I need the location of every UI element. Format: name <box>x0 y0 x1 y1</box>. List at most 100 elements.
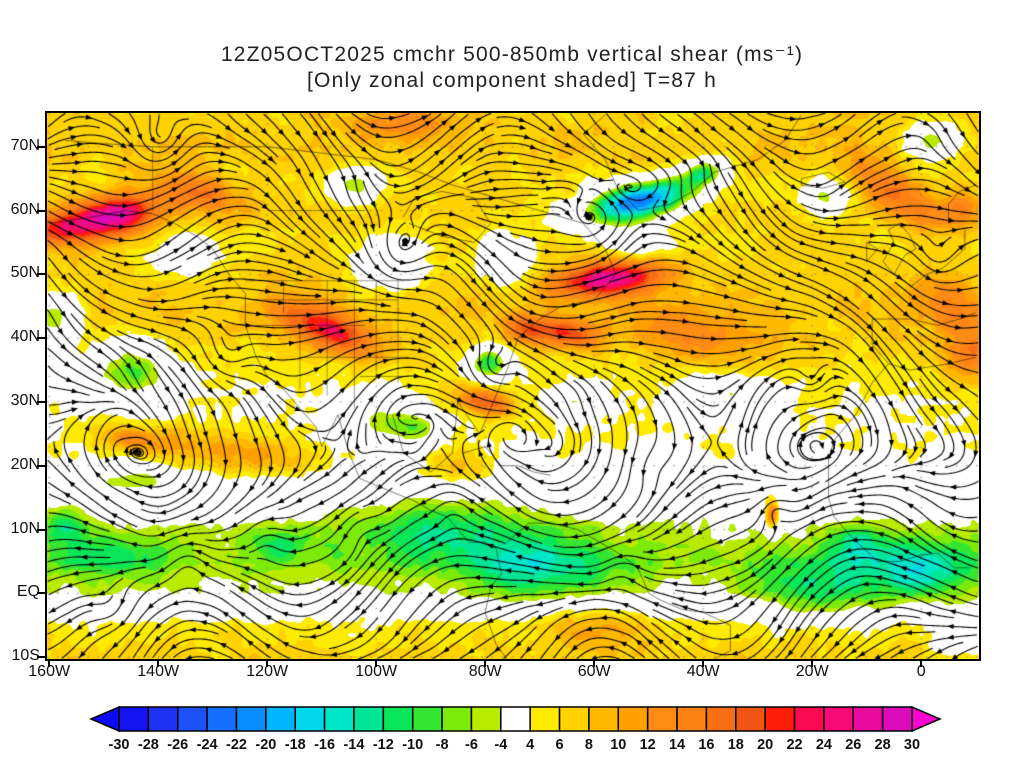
colorbar-segment <box>500 706 531 732</box>
y-axis-tick <box>37 209 45 212</box>
colorbar-segment <box>353 706 385 732</box>
colorbar-label: -30 <box>109 737 130 753</box>
y-axis-tick <box>37 592 45 595</box>
colorbar-segment <box>881 706 913 732</box>
colorbar-label: 8 <box>585 737 593 753</box>
colorbar-segment <box>470 706 502 732</box>
x-axis-label-100W: 100W <box>355 663 398 680</box>
colorbar-segment <box>382 706 414 732</box>
colorbar-label: -12 <box>373 737 394 753</box>
colorbar-label: 4 <box>526 737 534 753</box>
colorbar-label: -24 <box>197 737 218 753</box>
y-axis-tick <box>37 337 45 340</box>
y-axis-label-20N: 20N <box>10 455 40 473</box>
colorbar-label: 24 <box>816 737 832 753</box>
colorbar-label: -10 <box>402 737 423 753</box>
x-axis-tick <box>375 659 378 667</box>
colorbar-segment <box>823 706 855 732</box>
y-axis-tick <box>37 273 45 276</box>
colorbar-label: 22 <box>786 737 802 753</box>
y-axis-tick <box>37 528 45 531</box>
colorbar-segment <box>793 706 825 732</box>
y-axis-tick <box>37 656 45 659</box>
colorbar-label: 28 <box>875 737 891 753</box>
y-axis-label-50N: 50N <box>10 264 40 282</box>
colorbar-label: 26 <box>845 737 861 753</box>
colorbar-segment <box>118 706 150 732</box>
colorbar-label: 10 <box>610 737 626 753</box>
y-axis-label-30N: 30N <box>10 391 40 409</box>
colorbar-label: -22 <box>226 737 247 753</box>
x-axis-label-40W: 40W <box>686 663 720 680</box>
colorbar-segment <box>529 706 561 732</box>
x-axis-label-120W: 120W <box>246 663 289 680</box>
x-axis-label-160W: 160W <box>28 663 71 680</box>
x-axis-tick <box>157 659 160 667</box>
colorbar-segment <box>411 706 443 732</box>
map-frame <box>45 111 981 661</box>
colorbar-label: 6 <box>556 737 564 753</box>
colorbar-segment <box>294 706 326 732</box>
colorbar-label: 18 <box>728 737 744 753</box>
colorbar-label: -16 <box>314 737 335 753</box>
x-axis-label-60W: 60W <box>577 663 611 680</box>
x-axis-tick <box>811 659 814 667</box>
colorbar-segment <box>441 706 473 732</box>
colorbar-under-arrow <box>89 705 120 733</box>
x-axis-tick <box>593 659 596 667</box>
colorbar-segment <box>323 706 355 732</box>
colorbar-segment <box>617 706 649 732</box>
colorbar-label: -8 <box>436 737 449 753</box>
colorbar-label: -28 <box>138 737 159 753</box>
y-axis-label-10S: 10S <box>11 647 40 665</box>
y-axis-tick <box>37 145 45 148</box>
x-axis-tick <box>266 659 269 667</box>
y-axis-label-70N: 70N <box>10 136 40 154</box>
x-axis-label-80W: 80W <box>468 663 502 680</box>
colorbar-label: 30 <box>904 737 920 753</box>
colorbar-label: 16 <box>698 737 714 753</box>
colorbar-label: -26 <box>167 737 188 753</box>
shear-streamline-map <box>47 113 979 659</box>
colorbar-segment <box>206 706 238 732</box>
colorbar-label: -20 <box>255 737 276 753</box>
x-axis-tick <box>702 659 705 667</box>
colorbar-segment <box>176 706 208 732</box>
x-axis-label-140W: 140W <box>137 663 180 680</box>
y-axis-label-60N: 60N <box>10 200 40 218</box>
y-axis-label-40N: 40N <box>10 328 40 346</box>
colorbar-segment <box>646 706 678 732</box>
colorbar-segment <box>147 706 179 732</box>
y-axis-tick <box>37 400 45 403</box>
colorbar-segment <box>676 706 708 732</box>
y-axis-label-EQ: EQ <box>16 583 40 601</box>
x-axis-label-20W: 20W <box>795 663 829 680</box>
colorbar-label: -4 <box>494 737 507 753</box>
colorbar-segment <box>265 706 296 732</box>
colorbar-segment <box>852 706 884 732</box>
chart-title-line2: [Only zonal component shaded] T=87 h <box>307 69 717 92</box>
chart-title-line1: 12Z05OCT2025 cmchr 500-850mb vertical sh… <box>220 43 804 66</box>
colorbar-label: -6 <box>465 737 478 753</box>
colorbar-label: 20 <box>757 737 773 753</box>
y-axis-tick <box>37 464 45 467</box>
colorbar-label: 12 <box>640 737 656 753</box>
colorbar-segment <box>764 706 796 732</box>
x-axis-tick <box>48 659 51 667</box>
y-axis-label-10N: 10N <box>10 519 40 537</box>
x-axis-tick <box>484 659 487 667</box>
colorbar-segment <box>735 706 766 732</box>
colorbar-segment <box>558 706 590 732</box>
colorbar-label: -14 <box>343 737 364 753</box>
x-axis-label-0: 0 <box>916 663 926 680</box>
x-axis-tick <box>920 659 923 667</box>
colorbar-label: 14 <box>669 737 685 753</box>
chart-title: 12Z05OCT2025 cmchr 500-850mb vertical sh… <box>0 42 1024 94</box>
colorbar-segment <box>705 706 737 732</box>
colorbar: -30 -28 -26 -24 -22 -20 -18 -16 -14 -12 -10 -8 -6 -4 4… <box>89 705 942 753</box>
colorbar-label: -18 <box>285 737 306 753</box>
colorbar-segment <box>588 706 620 732</box>
colorbar-over-arrow <box>911 705 942 733</box>
colorbar-segment <box>235 706 267 732</box>
